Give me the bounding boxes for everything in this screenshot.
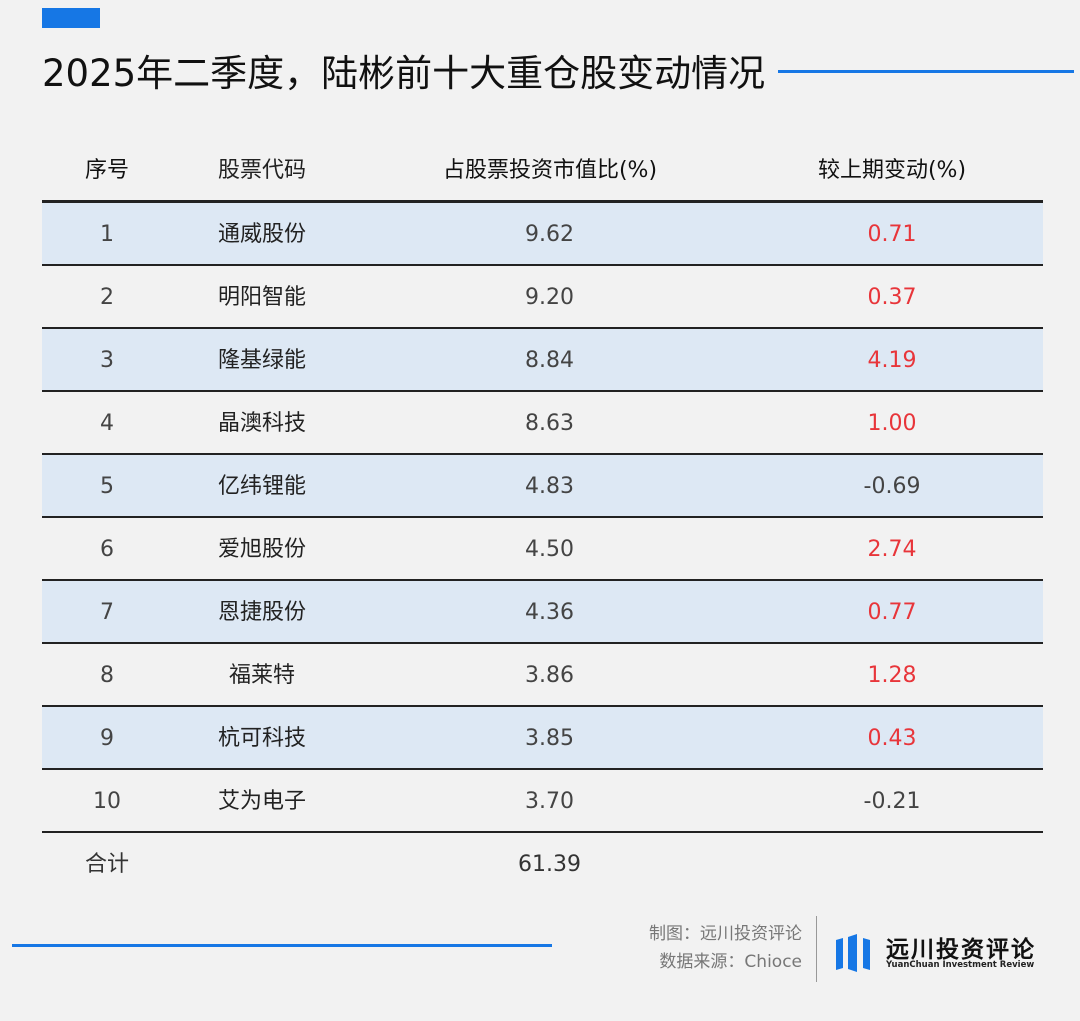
logo-text: 远川投资评论 xyxy=(886,937,1036,963)
table-row: 3 隆基绿能 8.84 4.19 xyxy=(42,329,1043,392)
footer-rule xyxy=(12,944,552,947)
row-stock-name: 隆基绿能 xyxy=(217,348,306,373)
header-change: 较上期变动(%) xyxy=(817,158,967,183)
header-weight: 占股票投资市值比(%) xyxy=(442,158,658,183)
accent-bar xyxy=(42,8,100,28)
row-change: 0.77 xyxy=(867,600,917,625)
row-weight: 9.62 xyxy=(525,222,574,247)
row-weight: 3.86 xyxy=(525,663,574,688)
row-weight: 8.84 xyxy=(525,348,574,373)
row-index: 9 xyxy=(100,726,114,751)
row-index: 4 xyxy=(100,411,114,436)
logo-subtext: YuanChuan Investment Review xyxy=(886,960,1035,970)
page-title: 2025年二季度，陆彬前十大重仓股变动情况 xyxy=(42,52,766,95)
row-weight: 3.85 xyxy=(525,726,574,751)
table-row: 7 恩捷股份 4.36 0.77 xyxy=(42,581,1043,644)
row-index: 3 xyxy=(100,348,114,373)
row-stock-name: 亿纬锂能 xyxy=(217,474,306,499)
row-weight: 4.83 xyxy=(525,474,574,499)
row-index: 1 xyxy=(100,222,114,247)
row-index: 2 xyxy=(100,285,114,310)
credits: 制图：远川投资评论 数据来源：Chioce xyxy=(590,920,802,976)
table-header: 序号 股票代码 占股票投资市值比(%) 较上期变动(%) xyxy=(42,138,1043,203)
table-body: 1 通威股份 9.62 0.71 2 明阳智能 9.20 0.37 3 隆基绿能 8.84 4.19 4… xyxy=(42,203,1043,833)
table-row: 2 明阳智能 9.20 0.37 xyxy=(42,266,1043,329)
total-label: 合计 xyxy=(84,852,129,877)
row-index: 6 xyxy=(100,537,114,562)
row-stock-name: 杭可科技 xyxy=(217,726,306,751)
table-row: 8 福莱特 3.86 1.28 xyxy=(42,644,1043,707)
row-stock-name: 通威股份 xyxy=(217,222,306,247)
row-change: -0.69 xyxy=(863,474,921,499)
table-row: 10 艾为电子 3.70 -0.21 xyxy=(42,770,1043,833)
table-row: 6 爱旭股份 4.50 2.74 xyxy=(42,518,1043,581)
row-change: 1.00 xyxy=(867,411,917,436)
table-row: 9 杭可科技 3.85 0.43 xyxy=(42,707,1043,770)
header-index: 序号 xyxy=(84,158,129,183)
header-stock: 股票代码 xyxy=(217,158,306,183)
holdings-table: 序号 股票代码 占股票投资市值比(%) 较上期变动(%) 1 通威股份 9.62 0.… xyxy=(42,138,1043,895)
row-change: 0.37 xyxy=(867,285,917,310)
row-stock-name: 明阳智能 xyxy=(217,285,306,310)
row-change: 0.43 xyxy=(867,726,917,751)
table-row: 5 亿纬锂能 4.83 -0.69 xyxy=(42,455,1043,518)
title-rule xyxy=(778,70,1074,73)
row-weight: 4.50 xyxy=(525,537,574,562)
row-weight: 4.36 xyxy=(525,600,574,625)
row-index: 8 xyxy=(100,663,114,688)
table-row: 4 晶澳科技 8.63 1.00 xyxy=(42,392,1043,455)
row-stock-name: 艾为电子 xyxy=(217,789,306,814)
source-text: 数据来源：Chioce xyxy=(659,952,802,972)
row-stock-name: 晶澳科技 xyxy=(217,411,306,436)
footer-divider xyxy=(816,916,817,982)
row-change: 2.74 xyxy=(867,537,917,562)
made-by-text: 制图：远川投资评论 xyxy=(649,924,802,944)
total-row: 合计 61.39 xyxy=(42,833,1043,895)
logo-bars-icon xyxy=(836,934,870,972)
row-stock-name: 爱旭股份 xyxy=(217,537,306,562)
row-weight: 9.20 xyxy=(525,285,574,310)
total-weight: 61.39 xyxy=(518,852,581,877)
row-weight: 3.70 xyxy=(525,789,574,814)
row-index: 5 xyxy=(100,474,114,499)
row-stock-name: 福莱特 xyxy=(228,663,295,688)
row-weight: 8.63 xyxy=(525,411,574,436)
row-change: 0.71 xyxy=(867,222,917,247)
row-stock-name: 恩捷股份 xyxy=(217,600,306,625)
row-change: -0.21 xyxy=(863,789,921,814)
row-change: 1.28 xyxy=(867,663,917,688)
table-row: 1 通威股份 9.62 0.71 xyxy=(42,203,1043,266)
row-change: 4.19 xyxy=(867,348,917,373)
row-index: 7 xyxy=(100,600,114,625)
row-index: 10 xyxy=(93,789,121,814)
